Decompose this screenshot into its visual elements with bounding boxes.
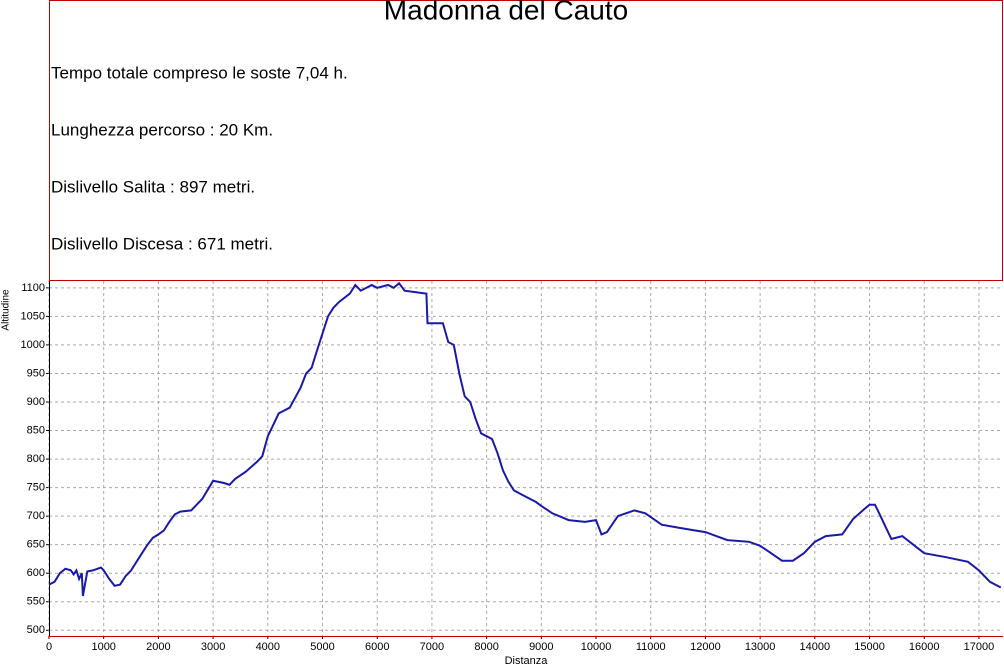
y-tick-label: 600 xyxy=(27,567,45,579)
y-axis-label: Altitudine xyxy=(1,289,12,331)
x-tick-label: 15000 xyxy=(854,641,885,653)
x-tick-label: 6000 xyxy=(365,641,389,653)
y-tick-label: 950 xyxy=(27,367,45,379)
y-tick-label: 1100 xyxy=(21,282,45,294)
x-tick-label: 1000 xyxy=(91,641,115,653)
x-tick-label: 13000 xyxy=(745,641,776,653)
y-tick-label: 750 xyxy=(27,482,45,494)
y-tick-label: 700 xyxy=(27,510,45,522)
y-tick-label: 800 xyxy=(27,453,45,465)
y-tick-label: 650 xyxy=(27,539,45,551)
x-tick-label: 11000 xyxy=(636,641,666,653)
annotation: Lunghezza percorso : 20 Km. xyxy=(51,120,273,139)
x-tick-label: 0 xyxy=(46,641,52,653)
x-tick-label: 2000 xyxy=(146,641,170,653)
x-axis-label: Distanza xyxy=(505,655,549,667)
x-tick-label: 3000 xyxy=(201,641,225,653)
y-tick-label: 1050 xyxy=(21,310,45,322)
elevation-line xyxy=(48,281,1002,597)
x-tick-label: 12000 xyxy=(690,641,721,653)
annotation: Dislivello Salita : 897 metri. xyxy=(51,177,255,196)
y-tick-label: 500 xyxy=(27,624,45,636)
x-tick-label: 8000 xyxy=(474,641,498,653)
info-box xyxy=(49,0,1003,281)
y-tick-label: 550 xyxy=(27,596,45,608)
annotation: Dislivello Discesa : 671 metri. xyxy=(51,234,273,253)
y-tick-label: 850 xyxy=(27,424,45,436)
chart-title: Madonna del Cauto xyxy=(384,0,628,25)
x-tick-label: 7000 xyxy=(420,641,444,653)
x-tick-label: 5000 xyxy=(310,641,334,653)
x-tick-label: 4000 xyxy=(256,641,280,653)
x-tick-label: 9000 xyxy=(529,641,553,653)
x-tick-label: 16000 xyxy=(909,641,940,653)
y-tick-label: 1000 xyxy=(21,339,45,351)
x-tick-label: 14000 xyxy=(800,641,831,653)
x-tick-label: 10000 xyxy=(581,641,612,653)
x-tick-label: 17000 xyxy=(964,641,995,653)
annotation: Tempo totale compreso le soste 7,04 h. xyxy=(51,63,348,82)
y-tick-label: 900 xyxy=(27,396,45,408)
